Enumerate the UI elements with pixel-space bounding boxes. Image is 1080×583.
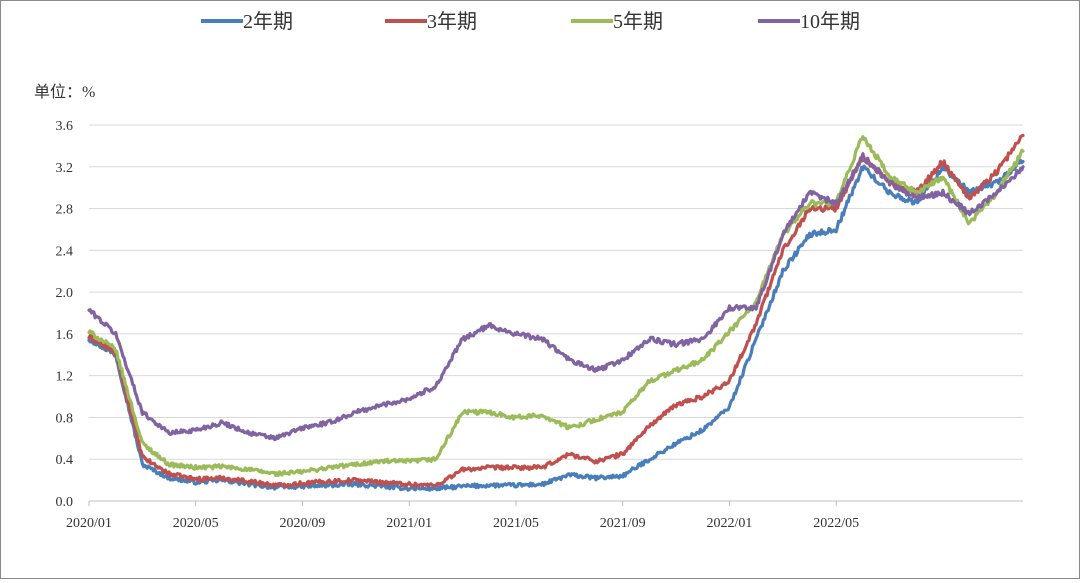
- series-line: [87, 152, 1025, 442]
- series-lines: [87, 133, 1025, 492]
- x-axis: 2020/01 2020/05 2020/09 2021/01 2021/05 2021/…: [66, 501, 859, 531]
- y-tick-label: 0.0: [56, 495, 74, 510]
- x-tick-label: 2021/09: [600, 516, 646, 531]
- legend-label: 3年期: [427, 10, 477, 33]
- legend: 2年期 3年期 5年期 10年期: [201, 10, 860, 33]
- y-tick-label: 2.8: [56, 203, 74, 218]
- gridlines: [89, 124, 1023, 502]
- x-tick-label: 2022/05: [813, 516, 859, 531]
- x-tick-label: 2021/05: [493, 516, 539, 531]
- x-tick-label: 2020/01: [66, 516, 112, 531]
- legend-label: 2年期: [243, 10, 293, 33]
- legend-label: 5年期: [613, 10, 663, 33]
- legend-label: 10年期: [800, 10, 860, 33]
- y-tick-label: 2.0: [56, 286, 74, 301]
- x-tick-label: 2020/09: [280, 516, 326, 531]
- series-line: [87, 133, 1025, 489]
- y-tick-label: 2.4: [56, 244, 74, 259]
- series-line: [87, 135, 1025, 478]
- y-tick-label: 3.6: [56, 119, 74, 134]
- y-tick-label: 0.4: [56, 453, 74, 468]
- x-tick-label: 2021/01: [386, 516, 432, 531]
- y-tick-label: 0.8: [56, 411, 74, 426]
- x-tick-label: 2020/05: [173, 516, 219, 531]
- y-tick-label: 1.2: [56, 370, 74, 385]
- x-tick-label: 2022/01: [707, 516, 753, 531]
- y-tick-label: 1.6: [56, 328, 74, 343]
- y-tick-label: 3.2: [56, 161, 74, 176]
- series-line: [87, 158, 1025, 492]
- unit-label: 单位：%: [34, 83, 95, 101]
- y-axis: 0.0 0.4 0.8 1.2 1.6 2.0 2.4 2.8 3.2 3.6: [56, 119, 74, 510]
